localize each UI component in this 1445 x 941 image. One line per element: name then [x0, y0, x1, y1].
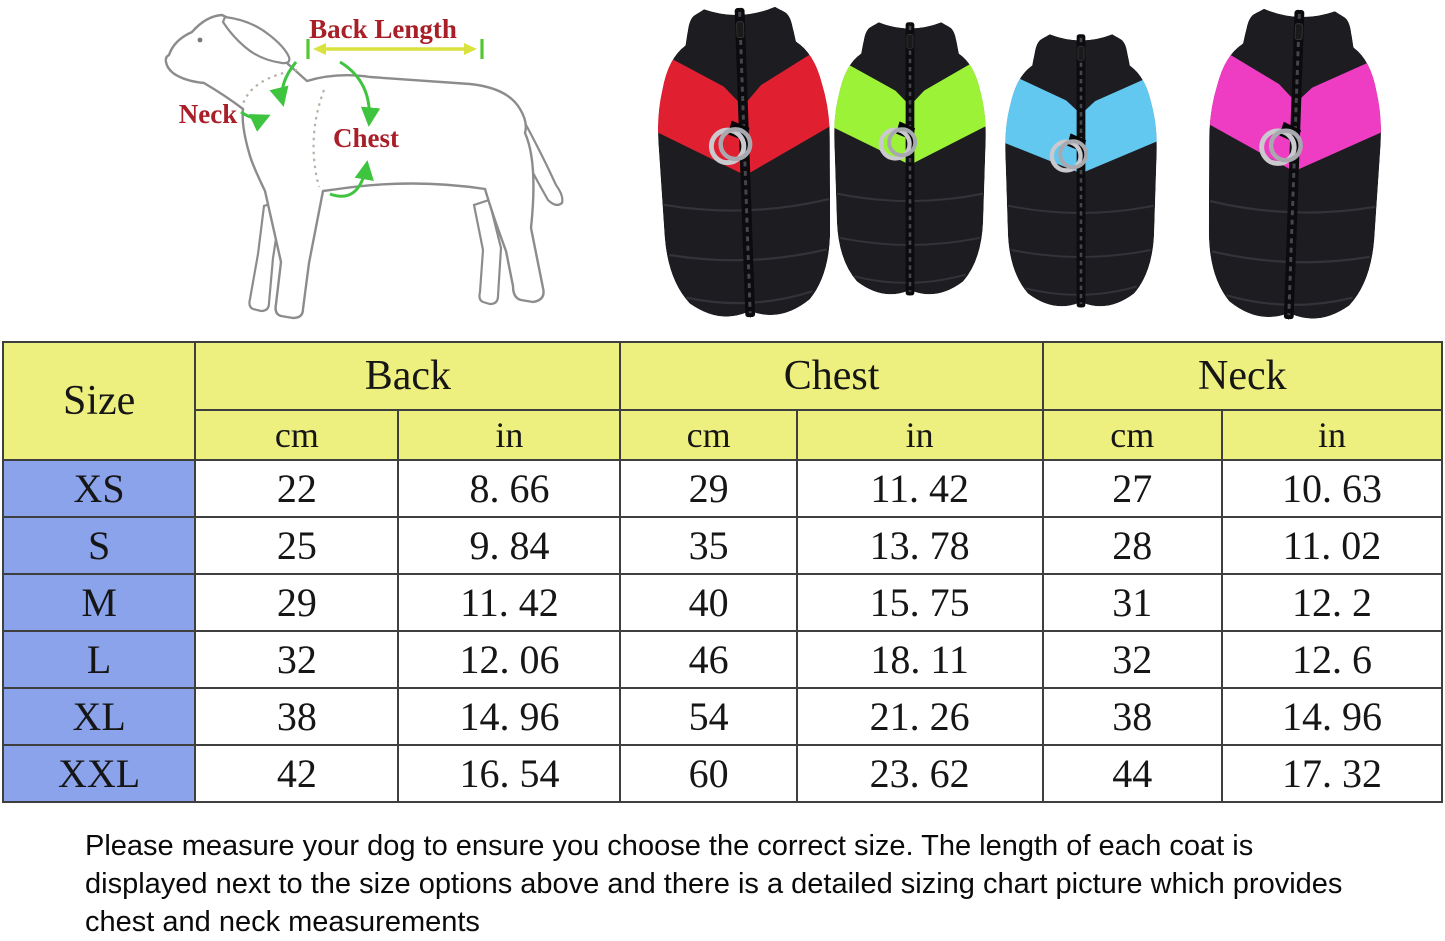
dog-ear: [221, 15, 291, 65]
cell-back-cm: 29: [194, 573, 400, 632]
dog-coats-photo: [630, 0, 1445, 338]
neck-measure-arrow-top: [269, 61, 298, 107]
unit-chest-cm: cm: [619, 409, 798, 461]
vest-zipper-pull: [906, 34, 914, 49]
table-row: S 25 9. 84 35 13. 78 28 11. 02: [1, 516, 1444, 575]
cell-neck-in: 17. 32: [1220, 744, 1444, 803]
unit-back-cm: cm: [194, 409, 400, 461]
cell-chest-cm: 35: [619, 516, 798, 575]
header-chest: Chest: [619, 341, 1044, 411]
table-row: XL 38 14. 96 54 21. 26 38 14. 96: [1, 687, 1444, 746]
cell-chest-in: 15. 75: [795, 573, 1044, 632]
cell-back-cm: 32: [194, 630, 400, 689]
cell-chest-cm: 40: [619, 573, 798, 632]
cell-size: XL: [1, 687, 197, 746]
cell-chest-cm: 46: [619, 630, 798, 689]
neck-label: Neck: [179, 99, 237, 129]
dog-tail: [514, 108, 564, 207]
cell-size: XS: [1, 459, 197, 518]
back-length-arrowhead-right: [464, 43, 477, 55]
table-header-row: Size Back Chest Neck: [1, 341, 1444, 461]
vest-zipper-pull: [736, 21, 745, 38]
back-length-arrowhead-left: [313, 43, 326, 55]
vest-dring: [887, 127, 918, 158]
chest-dotted-line: [312, 89, 326, 188]
cell-back-in: 8. 66: [397, 459, 622, 518]
unit-neck-in: in: [1220, 409, 1444, 461]
cell-size: S: [1, 516, 197, 575]
cell-back-cm: 42: [194, 744, 400, 803]
cell-neck-cm: 28: [1041, 516, 1223, 575]
size-table: Size Back Chest Neck cm in cm in cm in X…: [1, 341, 1444, 803]
vest-zipper-teeth: [738, 11, 752, 314]
cell-neck-cm: 44: [1041, 744, 1223, 803]
coat-green: [834, 22, 986, 297]
unit-back-in: in: [397, 409, 622, 461]
table-row: M 29 11. 42 40 15. 75 31 12. 2: [1, 573, 1444, 632]
cell-chest-in: 23. 62: [795, 744, 1044, 803]
top-illustrations: Back Length Neck Chest: [0, 0, 1445, 338]
dog-far-hind-leg: [472, 198, 503, 306]
table-row: L 32 12. 06 46 18. 11 32 12. 6: [1, 630, 1444, 689]
chest-label: Chest: [333, 123, 399, 153]
coat-blue: [1005, 34, 1157, 309]
chest-measure-arrow-top: [339, 60, 381, 127]
dog-measurement-diagram: Back Length Neck Chest: [164, 13, 564, 320]
cell-chest-cm: 60: [619, 744, 798, 803]
cell-back-cm: 25: [194, 516, 400, 575]
cell-neck-cm: 38: [1041, 687, 1223, 746]
coat-red: [653, 6, 833, 319]
table-row: XXL 42 16. 54 60 23. 62 44 17. 32: [1, 744, 1444, 803]
cell-back-in: 12. 06: [397, 630, 622, 689]
cell-back-in: 14. 96: [397, 687, 622, 746]
table-units-row: cm in cm in cm in: [3, 409, 1444, 461]
cell-chest-in: 11. 42: [795, 459, 1044, 518]
back-length-label: Back Length: [309, 14, 457, 44]
unit-neck-cm: cm: [1041, 409, 1223, 461]
cell-back-in: 11. 42: [397, 573, 622, 632]
cell-neck-in: 11. 02: [1220, 516, 1444, 575]
cell-chest-in: 21. 26: [795, 687, 1044, 746]
dog-eye: [197, 37, 203, 43]
cell-size: XXL: [1, 744, 197, 803]
vest-zipper-pull: [1294, 23, 1303, 40]
table-row: XS 22 8. 66 29 11. 42 27 10. 63: [1, 459, 1444, 518]
cell-neck-in: 12. 2: [1220, 573, 1444, 632]
cell-size: L: [1, 630, 197, 689]
header-size: Size: [1, 341, 197, 461]
neck-measure-arrow-bottom: [240, 110, 271, 132]
vest-zipper-teeth: [1287, 13, 1301, 316]
cell-neck-cm: 31: [1041, 573, 1223, 632]
cell-neck-in: 14. 96: [1220, 687, 1444, 746]
header-neck: Neck: [1041, 341, 1444, 411]
vest-dring: [718, 127, 753, 162]
cell-back-in: 16. 54: [397, 744, 622, 803]
header-back: Back: [194, 341, 622, 411]
cell-neck-in: 10. 63: [1220, 459, 1444, 518]
coat-pink: [1206, 8, 1386, 321]
cell-chest-cm: 29: [619, 459, 798, 518]
cell-back-cm: 22: [194, 459, 400, 518]
cell-chest-in: 13. 78: [795, 516, 1044, 575]
cell-chest-in: 18. 11: [795, 630, 1044, 689]
vest-zipper-pull: [1077, 46, 1085, 61]
cell-neck-cm: 32: [1041, 630, 1223, 689]
cell-chest-cm: 54: [619, 687, 798, 746]
sizing-note: Please measure your dog to ensure you ch…: [85, 830, 1343, 938]
cell-back-cm: 38: [194, 687, 400, 746]
vest-dring: [1058, 139, 1089, 170]
cell-size: M: [1, 573, 197, 632]
chest-measure-arrow-bottom: [329, 160, 374, 198]
unit-chest-in: in: [795, 409, 1044, 461]
cell-back-in: 9. 84: [397, 516, 622, 575]
cell-neck-cm: 27: [1041, 459, 1223, 518]
cell-neck-in: 12. 6: [1220, 630, 1444, 689]
vest-dring: [1268, 128, 1303, 163]
